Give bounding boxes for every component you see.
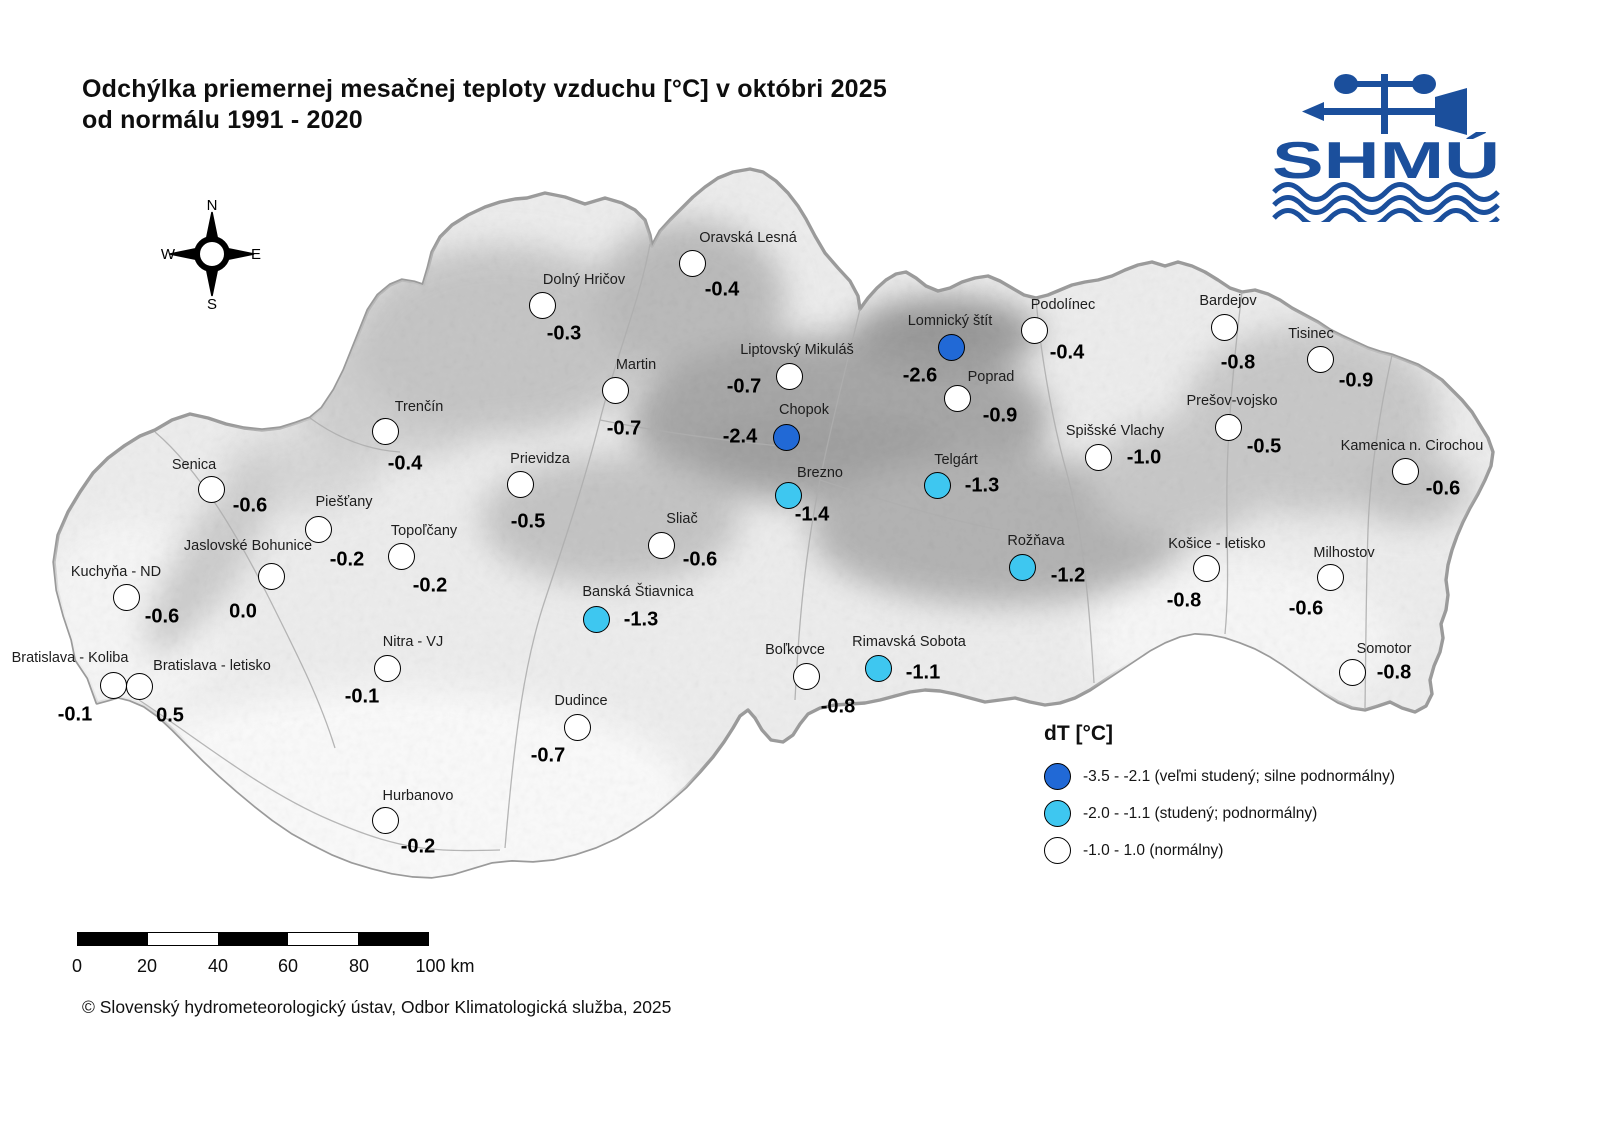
scale-tick: 40 <box>207 956 229 976</box>
legend-row: -3.5 - -2.1 (veľmi studený; silne podnor… <box>1028 758 1488 795</box>
compass-n-label: N <box>207 198 218 214</box>
scale-bar: 0 20 40 60 80 100 km <box>72 932 497 982</box>
legend-row: -1.0 - 1.0 (normálny) <box>1028 832 1488 869</box>
scale-segment <box>148 933 218 945</box>
scale-segment <box>288 933 358 945</box>
copyright-text: © Slovenský hydrometeorologický ústav, O… <box>82 997 672 1017</box>
scale-segment <box>78 933 148 945</box>
internal-boundaries <box>138 243 1393 852</box>
legend-swatch <box>1044 763 1071 790</box>
legend-item-label: -1.0 - 1.0 (normálny) <box>1083 841 1224 859</box>
compass-s-label: S <box>207 296 217 310</box>
legend-row: -2.0 - -1.1 (studený; podnormálny) <box>1028 795 1488 832</box>
legend-swatch <box>1044 837 1071 864</box>
map-title-line2: od normálu 1991 - 2020 <box>82 106 363 134</box>
scale-segment <box>218 933 288 945</box>
compass-rose-icon: N S W E <box>161 198 261 310</box>
compass-e-label: E <box>251 246 261 263</box>
waves-icon <box>1272 182 1500 222</box>
scale-tick: 100 km <box>415 956 475 976</box>
compass-w-label: W <box>161 246 176 263</box>
map-title-line1: Odchýlka priemernej mesačnej teploty vzd… <box>82 75 887 103</box>
scale-tick: 60 <box>277 956 299 976</box>
legend-title: dT [°C] <box>1044 722 1114 745</box>
map-title: Odchýlka priemernej mesačnej teploty vzd… <box>82 74 887 136</box>
shmu-logo: SHMÚ <box>1272 74 1500 222</box>
scale-tick: 0 <box>71 956 83 976</box>
scale-segment <box>358 933 428 945</box>
weather-vane-icon <box>1302 74 1467 135</box>
legend-item-label: -3.5 - -2.1 (veľmi studený; silne podnor… <box>1083 767 1396 785</box>
scale-tick: 20 <box>136 956 158 976</box>
legend-swatch <box>1044 800 1071 827</box>
legend-item-label: -2.0 - -1.1 (studený; podnormálny) <box>1083 804 1318 822</box>
shmu-logo-text: SHMÚ <box>1272 132 1500 190</box>
legend: dT [°C] -3.5 - -2.1 (veľmi studený; siln… <box>1028 722 1488 869</box>
scale-bar-segments <box>77 932 429 946</box>
scale-tick: 80 <box>348 956 370 976</box>
